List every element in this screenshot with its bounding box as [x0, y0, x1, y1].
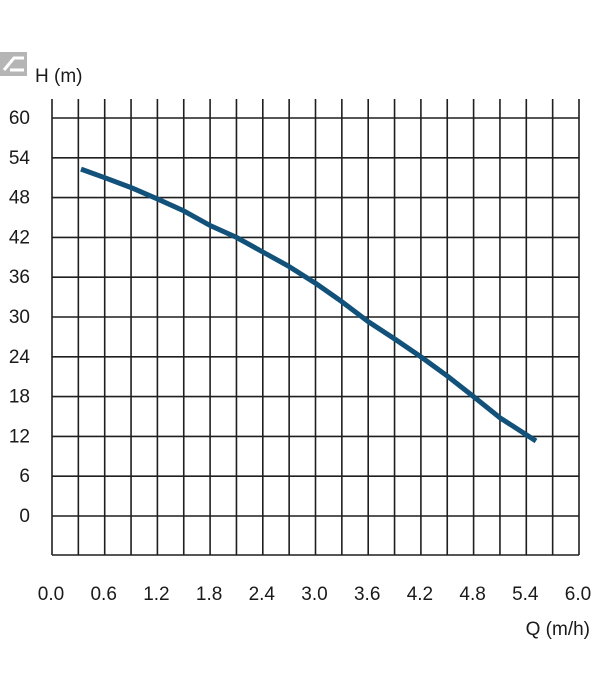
grid [51, 99, 580, 556]
x-tick-label: 3.6 [354, 584, 380, 605]
x-tick-label: 2.4 [249, 584, 276, 605]
y-tick-label: 0 [19, 506, 30, 527]
x-tick-label: 5.4 [512, 584, 539, 605]
x-axis-ticks: 0.0 0.6 1.2 1.8 2.4 3.0 3.6 4.2 4.8 5.4 6.0 [38, 584, 591, 605]
x-tick-label: 0.0 [38, 584, 64, 605]
x-tick-label: 0.6 [90, 584, 116, 605]
y-tick-label: 18 [9, 387, 30, 408]
y-tick-label: 48 [9, 188, 30, 209]
y-axis-title: H (m) [35, 66, 82, 87]
y-tick-label: 42 [9, 227, 30, 248]
y-tick-label: 36 [9, 267, 30, 288]
y-tick-label: 12 [9, 426, 30, 447]
x-tick-label: 6.0 [565, 584, 591, 605]
x-tick-label: 3.0 [301, 584, 327, 605]
pump-curve-line [80, 166, 538, 444]
x-tick-label: 1.2 [143, 584, 169, 605]
logo-badge-icon [0, 52, 27, 76]
y-tick-label: 60 [9, 108, 30, 129]
y-tick-label: 24 [9, 347, 31, 368]
y-tick-label: 54 [9, 148, 31, 169]
x-tick-label: 1.8 [196, 584, 222, 605]
x-tick-label: 4.8 [459, 584, 485, 605]
x-tick-label: 4.2 [407, 584, 433, 605]
y-tick-label: 30 [9, 307, 30, 328]
y-tick-label: 6 [19, 466, 30, 487]
x-axis-title: Q (m/h) [526, 619, 590, 640]
